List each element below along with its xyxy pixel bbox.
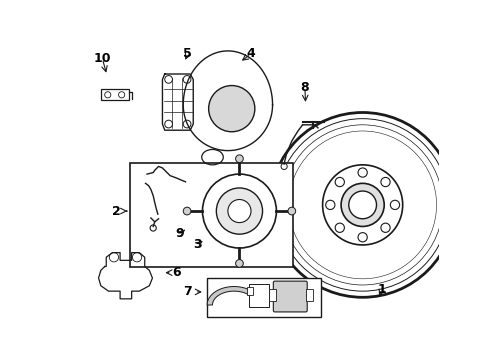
Circle shape bbox=[348, 191, 376, 219]
Bar bbox=[207, 278, 321, 316]
Bar bbox=[268, 289, 275, 301]
Text: 7: 7 bbox=[183, 285, 192, 298]
Polygon shape bbox=[207, 287, 261, 305]
Text: 10: 10 bbox=[93, 52, 111, 65]
Circle shape bbox=[227, 199, 250, 222]
Text: 2: 2 bbox=[112, 204, 121, 217]
Circle shape bbox=[208, 86, 254, 132]
Circle shape bbox=[341, 183, 384, 226]
Text: 5: 5 bbox=[183, 48, 192, 60]
Text: 4: 4 bbox=[246, 48, 255, 60]
Text: 9: 9 bbox=[175, 227, 183, 240]
Text: 6: 6 bbox=[172, 266, 180, 279]
Circle shape bbox=[287, 207, 295, 215]
Text: 1: 1 bbox=[377, 283, 386, 296]
Bar bbox=[305, 289, 312, 301]
FancyBboxPatch shape bbox=[273, 281, 306, 312]
Circle shape bbox=[235, 260, 243, 267]
Circle shape bbox=[183, 207, 190, 215]
Circle shape bbox=[216, 188, 262, 234]
Bar bbox=[246, 287, 253, 295]
Text: 8: 8 bbox=[300, 81, 308, 94]
Bar bbox=[101, 89, 128, 100]
Circle shape bbox=[235, 155, 243, 163]
Bar bbox=[130, 163, 293, 266]
Text: 3: 3 bbox=[192, 238, 201, 251]
Bar bbox=[249, 284, 268, 307]
